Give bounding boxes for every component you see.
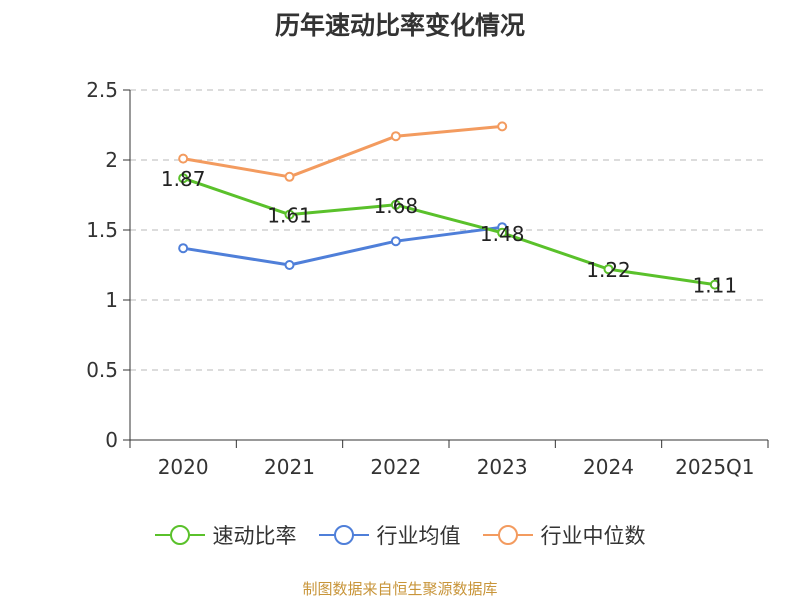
legend-item-industry-mean[interactable]: 行业均值: [318, 520, 461, 550]
source-note: 制图数据来自恒生聚源数据库: [302, 580, 498, 598]
data-point[interactable]: [284, 171, 295, 182]
y-tick-label: 2.5: [86, 78, 118, 102]
data-point[interactable]: [390, 236, 401, 247]
data-label: 1.68: [374, 194, 419, 218]
series-line: [181, 124, 504, 179]
data-point[interactable]: [284, 209, 295, 220]
x-tick-label: 2021: [264, 455, 315, 479]
data-point[interactable]: [497, 121, 508, 132]
data-label: 1.22: [586, 258, 631, 282]
legend-item-industry-median[interactable]: 行业中位数: [482, 520, 646, 550]
data-point[interactable]: [603, 264, 614, 275]
y-tick-label: 2: [105, 148, 118, 172]
series-line: [181, 176, 717, 287]
x-tick-label: 2024: [583, 455, 634, 479]
data-point[interactable]: [390, 199, 401, 210]
y-tick-label: 0: [105, 428, 118, 452]
data-point[interactable]: [284, 260, 295, 270]
series-line: [181, 225, 504, 267]
data-point[interactable]: [390, 131, 401, 142]
x-tick-label: 2025Q1: [675, 455, 754, 479]
grid-lines: [130, 89, 768, 371]
axes: 0 0.5 1 1.5 2 2.5 2020 2021 2022 2023 2024 2025Q1: [86, 78, 769, 479]
chart-title: 历年速动比率变化情况: [274, 11, 525, 40]
legend: 速动比率 行业均值 行业中位数: [0, 520, 800, 550]
x-tick-label: 2023: [477, 455, 528, 479]
data-point[interactable]: [178, 153, 189, 164]
legend-item-quick-ratio[interactable]: 速动比率: [154, 520, 297, 550]
legend-label: 行业中位数: [540, 524, 646, 548]
data-label: 1.11: [693, 274, 738, 298]
x-tick-label: 2020: [158, 455, 209, 479]
legend-marker-icon: [482, 525, 533, 545]
legend-label: 行业均值: [376, 524, 461, 548]
data-label: 1.87: [161, 167, 206, 191]
y-tick-label: 0.5: [86, 358, 118, 382]
series-lines: [178, 121, 720, 290]
data-label: 1.48: [480, 222, 525, 246]
data-label: 1.61: [267, 204, 312, 228]
legend-marker-icon: [318, 525, 369, 545]
data-point[interactable]: [709, 279, 720, 290]
data-point[interactable]: [497, 227, 508, 238]
y-tick-label: 1: [105, 288, 118, 312]
x-tick-label: 2022: [370, 455, 421, 479]
data-point[interactable]: [178, 243, 189, 254]
y-tick-label: 1.5: [86, 218, 118, 242]
data-labels: 1.87 1.61 1.68 1.48 1.22 1.11: [161, 167, 737, 297]
data-point[interactable]: [178, 173, 189, 184]
legend-marker-icon: [154, 525, 205, 545]
legend-label: 速动比率: [212, 524, 297, 548]
